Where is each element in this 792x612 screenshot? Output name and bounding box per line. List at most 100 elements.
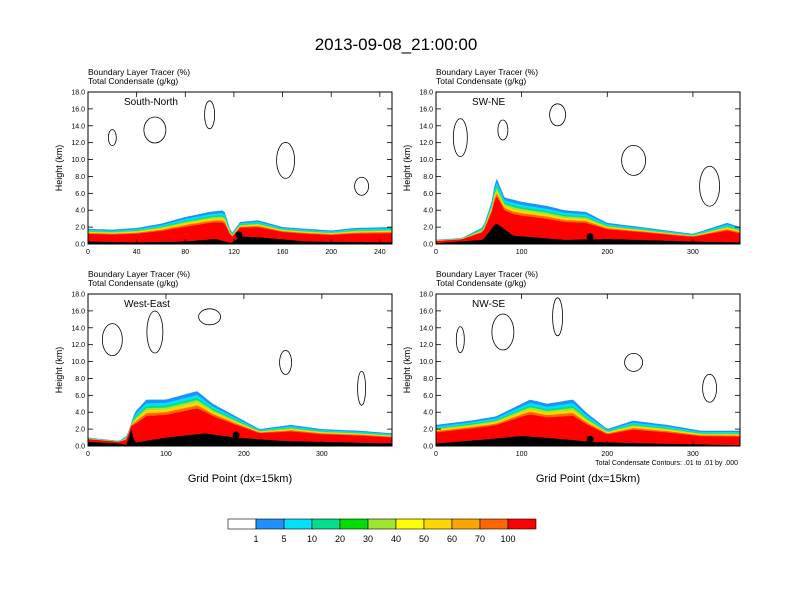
colorbar-label: 100 — [500, 534, 515, 544]
y-tick-label: 8.0 — [423, 376, 433, 383]
y-axis-label: Height (km) — [54, 347, 64, 394]
x-tick-label: 200 — [601, 451, 613, 458]
figure-title: 2013-09-08_21:00:00 — [315, 35, 478, 54]
section-label: West-East — [124, 299, 170, 310]
section-label: SW-NE — [472, 97, 505, 108]
colorbar-swatch — [227, 518, 257, 530]
y-tick-label: 18.0 — [71, 90, 85, 97]
condensate-contour — [549, 103, 566, 127]
y-tick-label: 4.0 — [75, 410, 85, 417]
tracer-field — [436, 297, 740, 446]
colorbar: 1 5 10 20 30 40 50 60 70 100 — [227, 518, 537, 544]
colorbar-swatch — [423, 518, 453, 530]
y-tick-label: 4.0 — [75, 208, 85, 215]
x-axis-label-left: Grid Point (dx=15km) — [188, 473, 292, 485]
terrain — [436, 223, 740, 244]
tracer-field — [88, 308, 392, 446]
y-tick-label: 8.0 — [75, 174, 85, 181]
condensate-contour — [452, 118, 468, 158]
condensate-contour — [107, 129, 117, 147]
location-marker — [232, 431, 240, 439]
tracer-band-6 — [436, 196, 740, 244]
y-tick-label: 4.0 — [423, 208, 433, 215]
y-tick-label: 0.0 — [75, 444, 85, 451]
panel-caption-line2: Total Condensate (g/kg) — [88, 76, 178, 86]
condensate-contour — [624, 352, 643, 372]
colorbar-swatch — [339, 518, 369, 530]
y-axis-label: Height (km) — [54, 145, 64, 192]
condensate-contour — [621, 144, 646, 176]
plot-frame — [435, 91, 741, 245]
x-tick-label: 0 — [86, 451, 90, 458]
y-tick-label: 6.0 — [423, 393, 433, 400]
y-tick-label: 14.0 — [419, 325, 433, 332]
y-tick-label: 6.0 — [75, 191, 85, 198]
plot-frame — [87, 91, 393, 245]
y-tick-label: 12.0 — [419, 342, 433, 349]
x-tick-label: 100 — [516, 451, 528, 458]
y-tick-label: 0.0 — [75, 242, 85, 249]
colorbar-label: 20 — [335, 534, 345, 544]
x-axis-label-right: Grid Point (dx=15km) — [536, 473, 640, 485]
x-tick-label: 160 — [277, 249, 289, 256]
panels: Boundary Layer Tracer (%)Total Condensat… — [54, 67, 741, 458]
x-tick-label: 0 — [86, 249, 90, 256]
x-tick-label: 100 — [516, 249, 528, 256]
x-tick-label: 0 — [434, 249, 438, 256]
x-tick-label: 300 — [687, 451, 699, 458]
location-marker — [235, 231, 243, 239]
colorbar-label: 70 — [475, 534, 485, 544]
y-tick-label: 16.0 — [71, 308, 85, 315]
y-tick-label: 10.0 — [71, 359, 85, 366]
x-tick-label: 300 — [687, 249, 699, 256]
x-tick-label: 300 — [316, 451, 328, 458]
colorbar-label: 5 — [281, 534, 286, 544]
colorbar-label: 10 — [307, 534, 317, 544]
y-tick-label: 8.0 — [75, 376, 85, 383]
panel-caption-line1: Boundary Layer Tracer (%) — [436, 269, 538, 279]
y-tick-label: 0.0 — [423, 444, 433, 451]
panel-caption-line1: Boundary Layer Tracer (%) — [88, 269, 190, 279]
condensate-contour — [198, 308, 222, 326]
tracer-band-6 — [88, 408, 392, 445]
y-tick-label: 18.0 — [419, 90, 433, 97]
plot-frame — [435, 293, 741, 447]
condensate-contour — [146, 310, 164, 354]
x-tick-label: 120 — [228, 249, 240, 256]
colorbar-label: 40 — [391, 534, 401, 544]
condensate-contour — [497, 119, 509, 141]
section-label: NW-SE — [472, 299, 505, 310]
y-tick-label: 6.0 — [75, 393, 85, 400]
y-tick-label: 16.0 — [71, 106, 85, 113]
x-tick-label: 80 — [181, 249, 189, 256]
condensate-contour — [491, 313, 515, 351]
y-tick-label: 12.0 — [71, 342, 85, 349]
x-tick-label: 200 — [325, 249, 337, 256]
y-tick-label: 14.0 — [71, 123, 85, 130]
x-tick-label: 100 — [160, 451, 172, 458]
y-tick-label: 12.0 — [71, 140, 85, 147]
y-tick-label: 18.0 — [71, 292, 85, 299]
section-label: South-North — [124, 97, 178, 108]
y-axis-label: Height (km) — [402, 145, 412, 192]
plot-frame — [87, 293, 393, 447]
condensate-contour — [143, 116, 167, 144]
y-tick-label: 12.0 — [419, 140, 433, 147]
panel-sw-ne: Boundary Layer Tracer (%)Total Condensat… — [402, 67, 741, 256]
y-tick-label: 6.0 — [423, 191, 433, 198]
y-tick-label: 4.0 — [423, 410, 433, 417]
condensate-contour — [101, 323, 123, 357]
tracer-field — [436, 103, 740, 244]
location-marker — [586, 233, 594, 241]
y-tick-label: 2.0 — [423, 427, 433, 434]
panel-caption-line2: Total Condensate (g/kg) — [88, 278, 178, 288]
colorbar-label: 50 — [419, 534, 429, 544]
condensate-contour — [204, 100, 216, 130]
x-tick-label: 200 — [238, 451, 250, 458]
y-tick-label: 10.0 — [419, 359, 433, 366]
y-tick-label: 2.0 — [75, 225, 85, 232]
y-tick-label: 16.0 — [419, 308, 433, 315]
y-tick-label: 14.0 — [419, 123, 433, 130]
condensate-contour — [357, 370, 367, 406]
